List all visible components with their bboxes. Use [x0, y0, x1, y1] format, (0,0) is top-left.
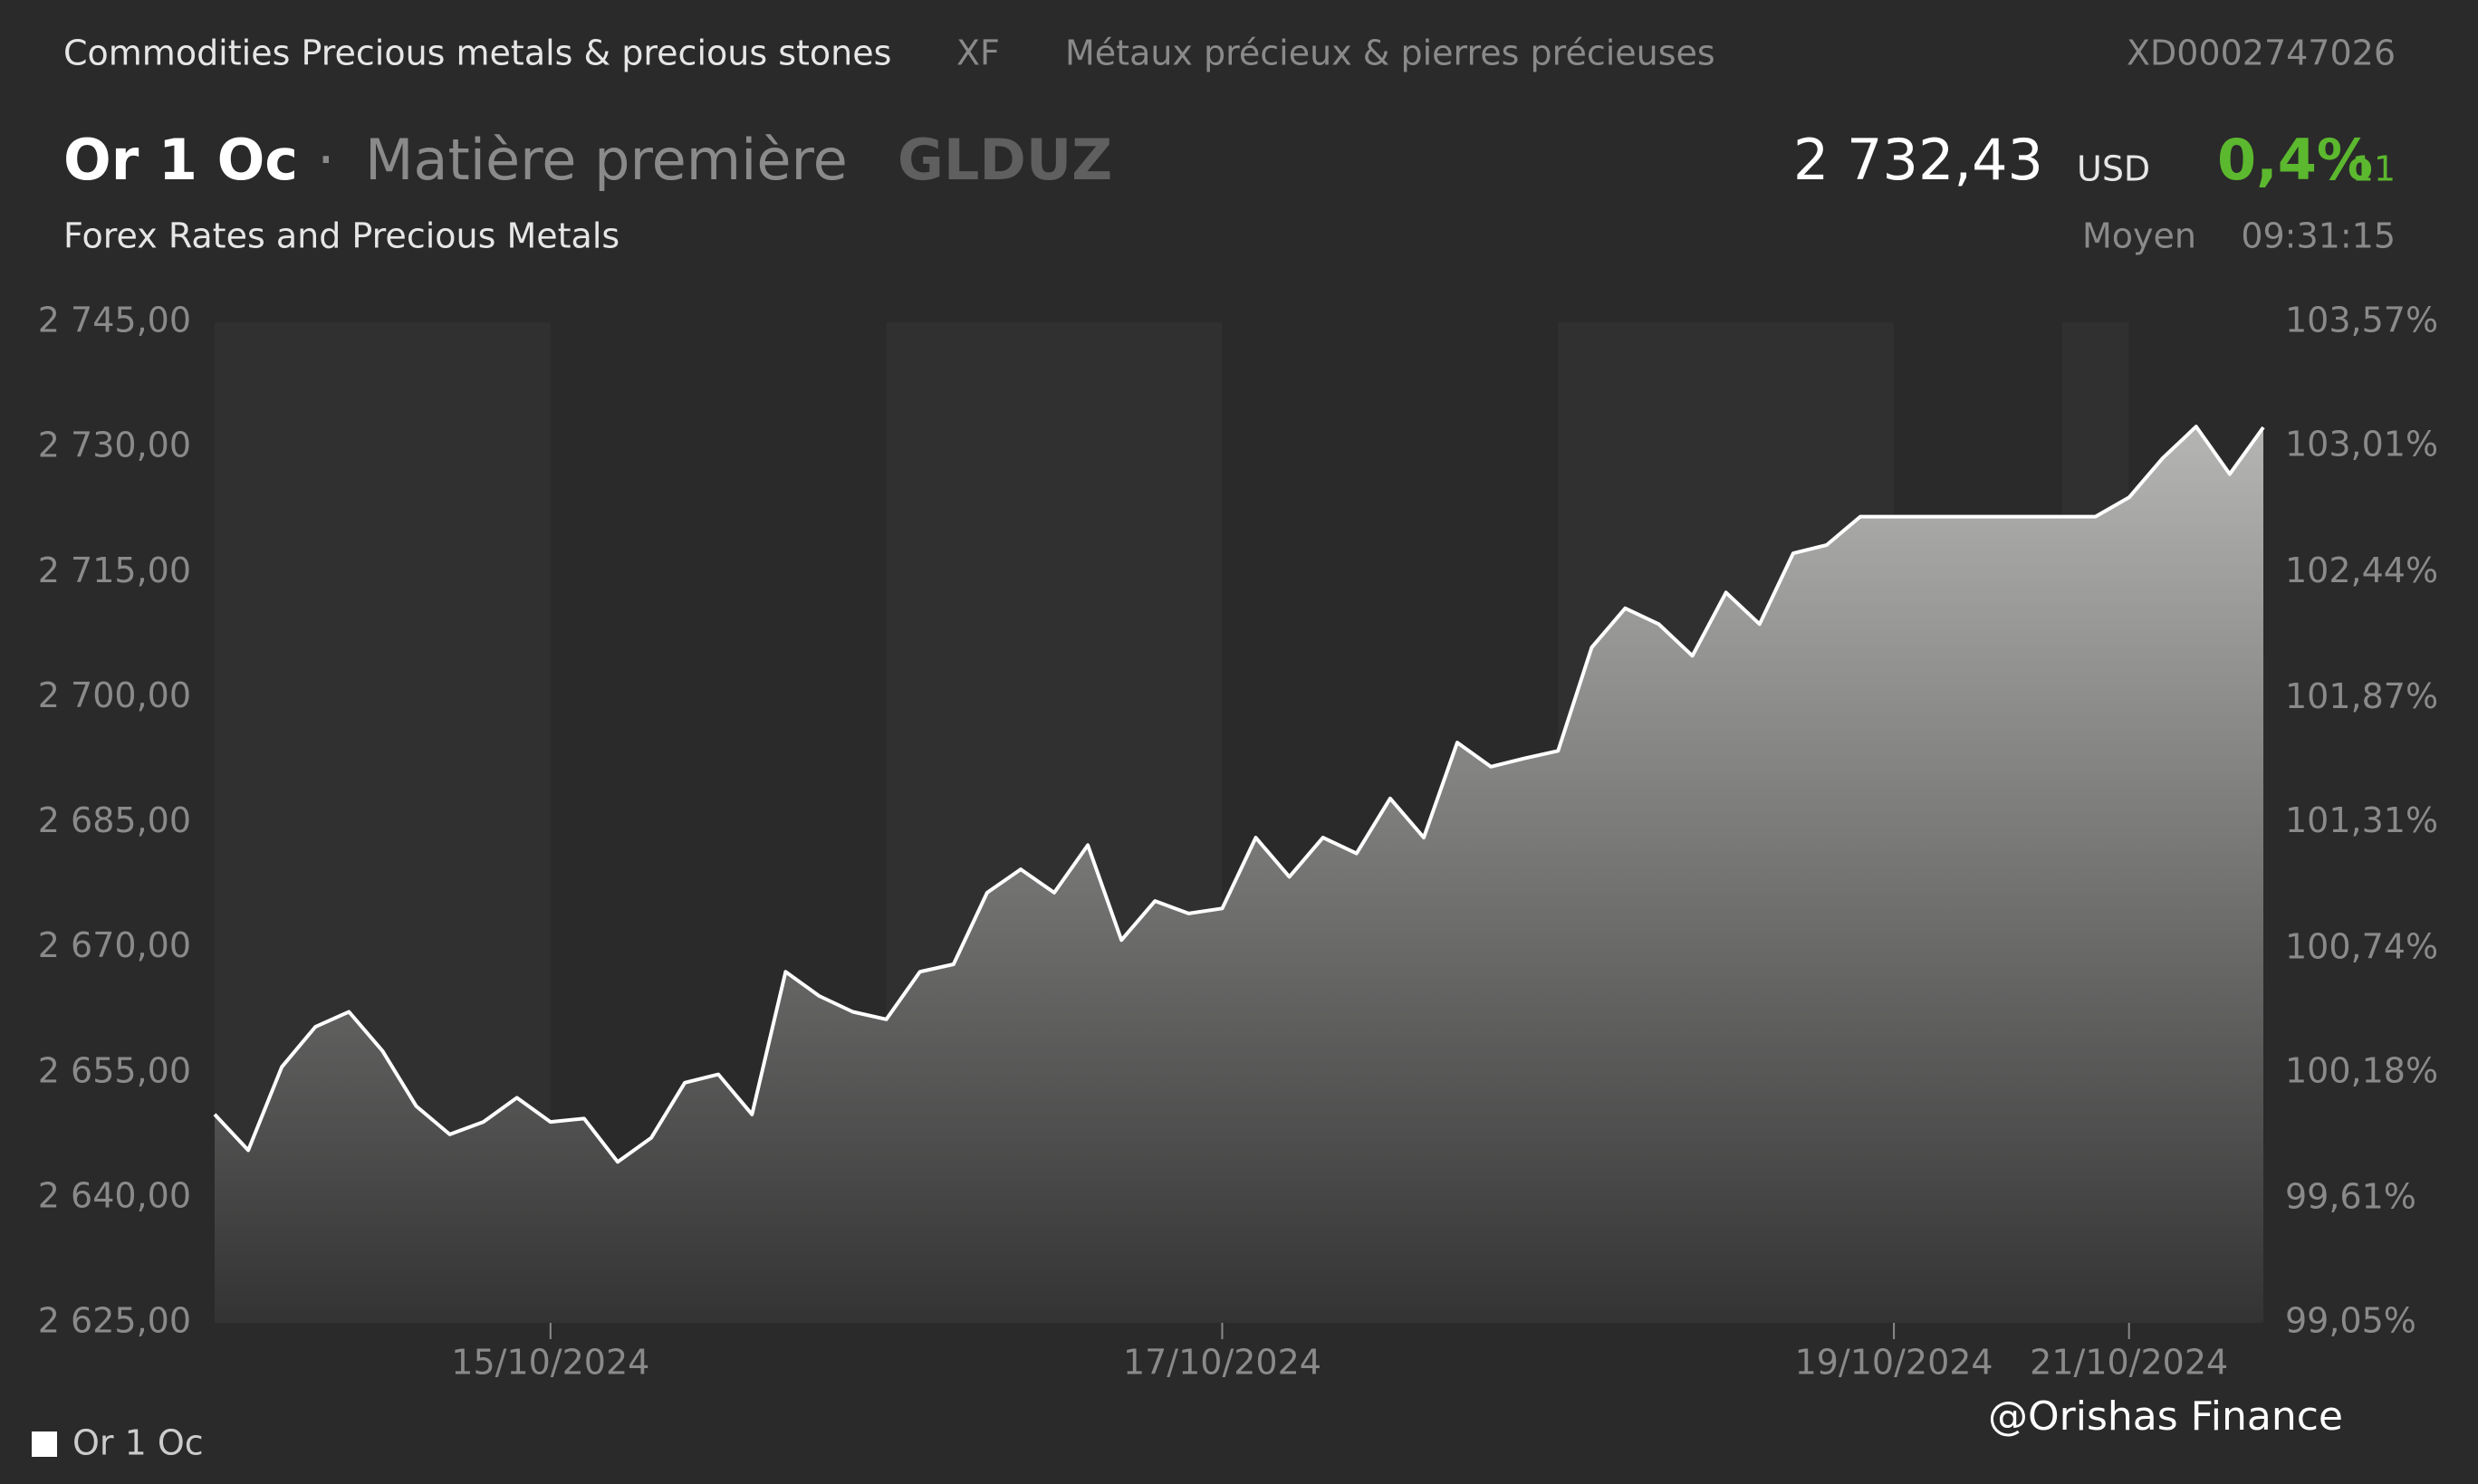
time: 09:31:15 [2241, 216, 2396, 256]
change-count: 11 [2352, 149, 2396, 189]
price: 2 732,43 [1793, 127, 2043, 193]
y-tick-label: 2 745,00 [38, 301, 191, 340]
y2-tick-label: 101,87% [2285, 676, 2438, 716]
y2-tick-label: 101,31% [2285, 800, 2438, 840]
y-tick-label: 2 670,00 [38, 925, 191, 965]
y-tick-label: 2 730,00 [38, 426, 191, 465]
category: Commodities Precious metals & precious s… [63, 34, 891, 73]
quote-type: Moyen [2082, 216, 2196, 256]
x-tick-label: 15/10/2024 [451, 1343, 649, 1383]
y2-tick-label: 103,57% [2285, 301, 2438, 340]
y-tick-label: 2 655,00 [38, 1050, 191, 1090]
instrument-name: Or 1 Oc [63, 127, 298, 193]
y2-tick-label: 102,44% [2285, 551, 2438, 590]
x-tick-label: 19/10/2024 [1795, 1343, 1993, 1383]
y2-tick-label: 100,18% [2285, 1050, 2438, 1090]
y2-tick-label: 99,61% [2285, 1177, 2416, 1217]
y-tick-label: 2 685,00 [38, 800, 191, 840]
isin: XD0002747026 [2127, 34, 2396, 73]
y-tick-label: 2 640,00 [38, 1175, 191, 1215]
x-tick-label: 17/10/2024 [1123, 1343, 1321, 1383]
y2-tick-label: 99,05% [2285, 1301, 2416, 1341]
change: 0,4% [2217, 127, 2373, 193]
exchange: XF [956, 34, 1000, 73]
y2-tick-label: 100,74% [2285, 926, 2438, 966]
y2-tick-label: 103,01% [2285, 424, 2438, 464]
y-tick-label: 2 700,00 [38, 675, 191, 715]
subtitle: Forex Rates and Precious Metals [63, 216, 620, 256]
x-tick-label: 21/10/2024 [2030, 1343, 2228, 1383]
currency: USD [2077, 149, 2150, 189]
separator: · [317, 127, 335, 193]
category-fr: Métaux précieux & pierres précieuses [1065, 34, 1715, 73]
y-tick-label: 2 625,00 [38, 1301, 191, 1341]
watermark: @Orishas Finance [1988, 1393, 2343, 1440]
ticker: GLDUZ [898, 127, 1112, 193]
price-line [213, 425, 2265, 1164]
y-tick-label: 2 715,00 [38, 551, 191, 590]
legend-swatch [32, 1431, 57, 1457]
legend-label: Or 1 Oc [72, 1423, 204, 1463]
kind: Matière première [365, 127, 848, 193]
plot: 2 625,00 2 640,00 2 655,00 2 670,00 2 685,00… [38, 301, 2438, 1383]
